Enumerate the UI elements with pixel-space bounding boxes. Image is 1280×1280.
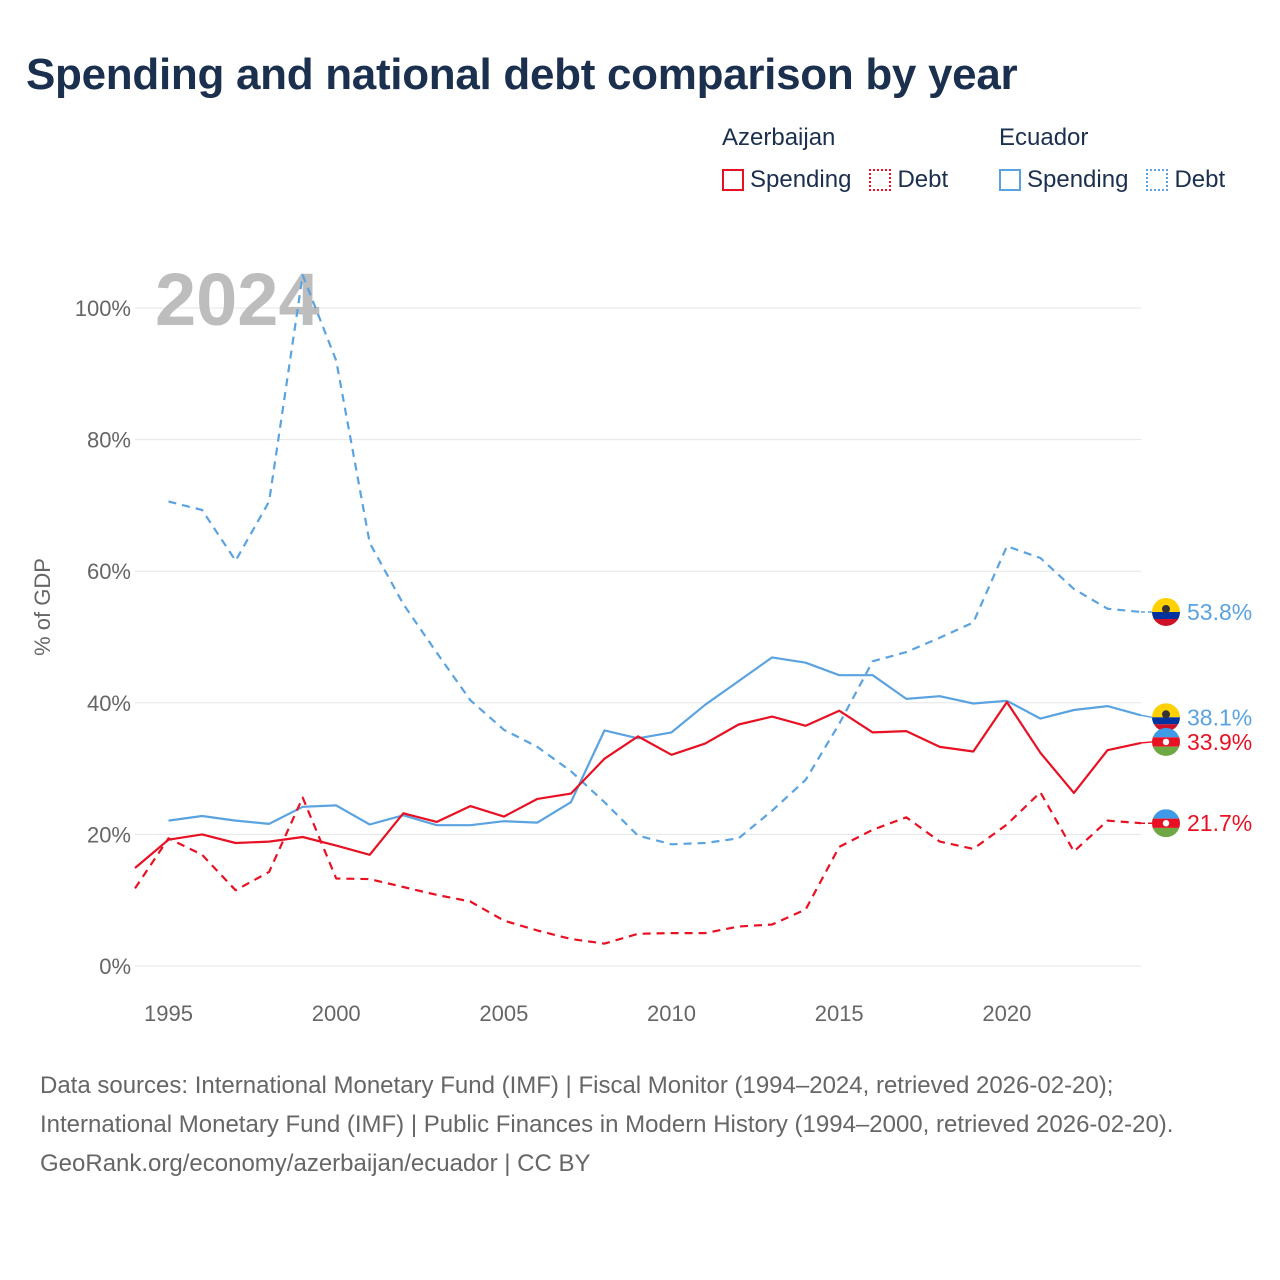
- x-tick-label: 2020: [982, 1001, 1031, 1026]
- legend-group-azerbaijan: Azerbaijan Spending Debt: [722, 124, 948, 194]
- y-tick-label: 40%: [87, 691, 131, 716]
- end-value-label: 21.7%: [1187, 810, 1252, 836]
- legend-swatch-dotted: [1146, 169, 1169, 191]
- legend-swatch-solid: [999, 169, 1021, 191]
- y-axis-label: % of GDP: [30, 558, 55, 656]
- year-watermark: 2024: [155, 258, 320, 341]
- x-tick-label: 2010: [647, 1001, 696, 1026]
- legend-swatch-dotted: [869, 169, 892, 191]
- end-connector: [1140, 714, 1153, 719]
- x-tick-label: 1995: [144, 1001, 193, 1026]
- flag-azerbaijan-icon: [1152, 809, 1180, 838]
- legend-item-azerbaijan-debt[interactable]: Debt: [869, 166, 948, 194]
- data-sources: Data sources: International Monetary Fun…: [40, 1072, 1174, 1138]
- x-tick-label: 2005: [479, 1001, 528, 1026]
- legend-label: Spending: [1027, 166, 1129, 193]
- y-tick-label: 20%: [87, 822, 131, 847]
- series-line-ecuador-spending: [168, 656, 1142, 827]
- end-value-label: 33.9%: [1187, 729, 1252, 755]
- y-tick-label: 60%: [87, 559, 131, 584]
- flag-ecuador-icon: [1152, 597, 1180, 626]
- end-connector: [1140, 741, 1153, 744]
- chart-title: Spending and national debt comparison by…: [26, 50, 1018, 99]
- flag-azerbaijan-icon: [1152, 727, 1180, 756]
- line-chart: 0% 20% 40% 60% 80% 100% 1995 2000 2005 2010 2015 20…: [30, 258, 1252, 1026]
- legend-item-ecuador-debt[interactable]: Debt: [1146, 166, 1225, 194]
- footer: Data sources: International Monetary Fun…: [40, 1066, 1240, 1183]
- legend-label: Debt: [1174, 166, 1226, 193]
- end-value-label: 53.8%: [1187, 599, 1252, 625]
- legend-group-ecuador: Ecuador Spending Debt: [999, 124, 1225, 194]
- y-tick-label: 80%: [87, 428, 131, 453]
- flag-ecuador-icon: [1152, 703, 1180, 732]
- series-line-azerbaijan-debt: [134, 791, 1142, 945]
- series-line-azerbaijan-spending: [134, 700, 1142, 869]
- legend-group-title: Ecuador: [999, 124, 1089, 151]
- series-line-ecuador-debt: [168, 274, 1142, 846]
- legend-item-ecuador-spending[interactable]: Spending: [999, 166, 1128, 194]
- end-value-label: 38.1%: [1187, 704, 1252, 730]
- x-tick-label: 2015: [815, 1001, 864, 1026]
- credit-link[interactable]: GeoRank.org/economy/azerbaijan/ecuador |…: [40, 1150, 591, 1177]
- legend-swatch-solid: [722, 169, 744, 191]
- y-tick-label: 0%: [99, 954, 131, 979]
- x-tick-label: 2000: [312, 1001, 361, 1026]
- legend-label: Spending: [750, 166, 852, 193]
- legend-item-azerbaijan-spending[interactable]: Spending: [722, 166, 851, 194]
- legend-label: Debt: [897, 166, 949, 193]
- y-tick-label: 100%: [75, 296, 131, 321]
- legend-group-title: Azerbaijan: [722, 124, 836, 151]
